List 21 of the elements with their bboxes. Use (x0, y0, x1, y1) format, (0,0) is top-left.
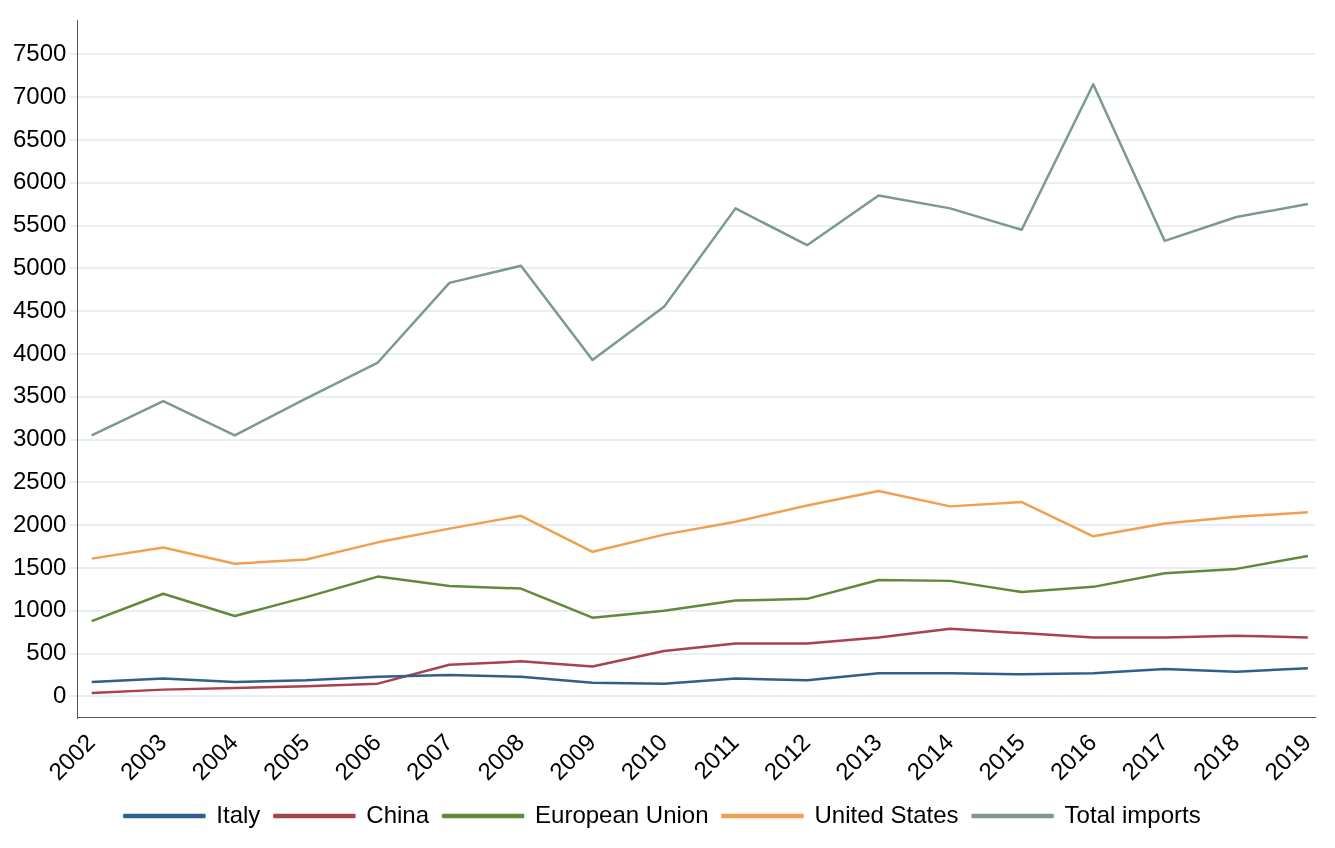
y-tick-label: 5500 (13, 210, 67, 238)
y-tick-label: 1000 (13, 595, 67, 623)
y-tick-label: 1500 (13, 552, 67, 580)
legend-label: European Union (535, 800, 709, 828)
y-tick-label: 4000 (13, 338, 67, 366)
y-tick-label: 5000 (13, 252, 67, 280)
legend-label: Total imports (1064, 800, 1201, 828)
y-tick-label: 500 (26, 638, 67, 666)
y-tick-label: 2000 (13, 509, 67, 537)
y-tick-label: 2500 (13, 467, 67, 495)
y-tick-label: 7000 (13, 81, 67, 109)
y-tick-label: 7500 (13, 38, 67, 66)
legend-label: China (366, 800, 430, 828)
y-tick-label: 4500 (13, 295, 67, 323)
y-tick-label: 0 (53, 681, 67, 709)
legend-label: Italy (216, 800, 261, 828)
y-tick-label: 3000 (13, 424, 67, 452)
y-tick-label: 3500 (13, 381, 67, 409)
legend-label: United States (814, 800, 959, 828)
y-tick-label: 6500 (13, 124, 67, 152)
y-tick-label: 6000 (13, 167, 67, 195)
